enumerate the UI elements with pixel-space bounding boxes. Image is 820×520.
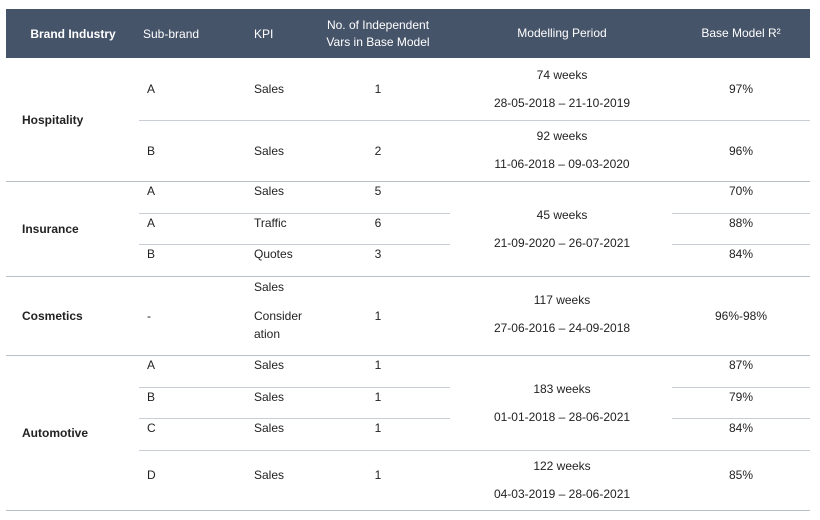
row-1-kpi: Sales — [254, 143, 285, 158]
row-7-vars: 1 — [374, 390, 382, 404]
row-9-subbrand: D — [147, 468, 156, 482]
row-1-vars: 2 — [374, 143, 382, 158]
row-3-vars: 6 — [374, 216, 382, 230]
divider-insurance-r2-1 — [672, 213, 810, 214]
divider-hospitality-rows — [139, 120, 810, 121]
industry-insurance: Insurance — [22, 221, 79, 236]
header-independent-vars: No. of Independent Vars in Base Model — [306, 9, 450, 58]
period-automotive-d: 122 weeks 04-03-2019 – 28-06-2021 — [450, 452, 674, 508]
row-9-vars: 1 — [374, 468, 382, 482]
row-0-vars: 1 — [374, 82, 382, 96]
row-0-subbrand: A — [147, 82, 156, 96]
row-8-vars: 1 — [374, 421, 382, 435]
period-range: 28-05-2018 – 21-10-2019 — [493, 96, 631, 110]
row-1-r2: 96% — [728, 143, 754, 158]
divider-insurance-r2-2 — [672, 244, 810, 245]
header-kpi: KPI — [254, 26, 274, 41]
row-9-kpi: Sales — [254, 468, 285, 482]
divider-automotive-row-2 — [139, 418, 450, 419]
row-5-kpi-consideration-a: Consider — [254, 309, 303, 323]
table-header — [6, 9, 810, 58]
divider-insurance-row-2 — [139, 244, 450, 245]
row-4-kpi: Quotes — [254, 247, 293, 261]
modelling-summary-table: Brand Industry Sub-brand KPI No. of Inde… — [6, 9, 810, 511]
period-weeks: 45 weeks — [536, 207, 588, 222]
divider-automotive-row-1 — [139, 387, 450, 388]
row-5-kpi-sales: Sales — [254, 280, 285, 294]
industry-automotive: Automotive — [22, 426, 88, 440]
period-range: 01-01-2018 – 28-06-2021 — [493, 409, 631, 424]
industry-cosmetics: Cosmetics — [22, 308, 83, 323]
row-8-r2: 84% — [728, 421, 754, 435]
header-independent-vars-line2: Vars in Base Model — [326, 34, 430, 49]
row-3-r2: 88% — [728, 216, 754, 230]
header-brand-industry: Brand Industry — [30, 26, 116, 41]
row-9-r2: 85% — [728, 468, 754, 482]
period-hospitality-a: 74 weeks 28-05-2018 – 21-10-2019 — [450, 61, 674, 117]
divider-automotive-row-3 — [139, 450, 810, 451]
header-independent-vars-line1: No. of Independent — [326, 17, 430, 32]
header-base-model-r2: Base Model R² — [701, 26, 781, 40]
header-sub-brand: Sub-brand — [143, 26, 200, 41]
divider-table-bottom — [6, 510, 810, 511]
row-2-kpi: Sales — [254, 184, 285, 198]
row-4-subbrand: B — [147, 247, 156, 261]
row-7-kpi: Sales — [254, 390, 285, 404]
divider-cosmetics-automotive — [6, 355, 810, 356]
row-6-r2: 87% — [728, 358, 754, 372]
divider-insurance-row-1 — [139, 213, 450, 214]
divider-insurance-cosmetics — [6, 276, 810, 277]
row-2-vars: 5 — [374, 184, 382, 198]
period-weeks: 117 weeks — [533, 293, 591, 307]
row-5-kpi-consideration-b: ation — [254, 327, 281, 341]
divider-automotive-r2-1 — [672, 387, 810, 388]
period-range: 21-09-2020 – 26-07-2021 — [493, 235, 631, 250]
period-insurance: 45 weeks 21-09-2020 – 26-07-2021 — [450, 181, 674, 276]
row-3-kpi: Traffic — [254, 216, 287, 230]
row-6-subbrand: A — [147, 358, 156, 372]
period-range: 04-03-2019 – 28-06-2021 — [493, 487, 631, 501]
row-8-kpi: Sales — [254, 421, 285, 435]
row-8-subbrand: C — [147, 421, 156, 435]
row-0-r2: 97% — [728, 82, 754, 96]
period-range: 27-06-2016 – 24-09-2018 — [493, 321, 631, 335]
period-hospitality-b: 92 weeks 11-06-2018 – 09-03-2020 — [450, 122, 674, 178]
row-7-subbrand: B — [147, 390, 156, 404]
row-2-subbrand: A — [147, 184, 156, 198]
row-6-kpi: Sales — [254, 358, 285, 372]
row-2-r2: 70% — [728, 184, 754, 198]
period-weeks: 122 weeks — [533, 459, 591, 473]
row-7-r2: 79% — [728, 390, 754, 404]
period-cosmetics: 117 weeks 27-06-2016 – 24-09-2018 — [450, 283, 674, 345]
row-5-r2: 96%-98% — [714, 308, 768, 323]
period-weeks: 74 weeks — [536, 68, 588, 82]
row-3-subbrand: A — [147, 216, 156, 230]
period-weeks: 183 weeks — [533, 381, 591, 396]
header-modelling-period: Modelling Period — [517, 26, 607, 40]
row-5-vars: 1 — [374, 308, 382, 323]
row-0-kpi: Sales — [254, 82, 285, 96]
industry-hospitality: Hospitality — [22, 112, 84, 127]
row-1-subbrand: B — [147, 143, 156, 158]
row-5-subbrand: - — [147, 308, 151, 323]
period-automotive-abc: 183 weeks 01-01-2018 – 28-06-2021 — [450, 355, 674, 450]
row-6-vars: 1 — [374, 358, 382, 372]
row-4-r2: 84% — [728, 247, 754, 261]
period-weeks: 92 weeks — [536, 129, 588, 143]
divider-hospitality-insurance — [6, 181, 810, 182]
divider-automotive-r2-2 — [672, 418, 810, 419]
period-range: 11-06-2018 – 09-03-2020 — [494, 157, 630, 171]
row-4-vars: 3 — [374, 247, 382, 261]
